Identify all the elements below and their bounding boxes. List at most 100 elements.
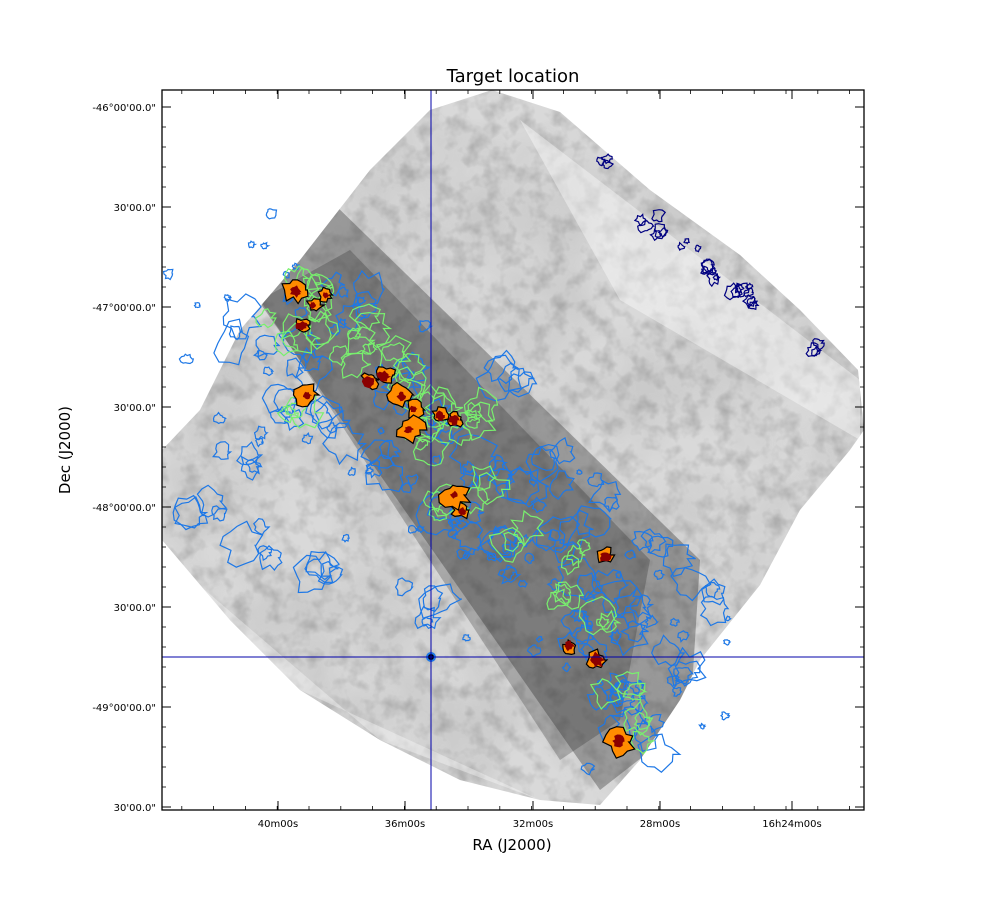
y-tick-label: -49°00'00.0" <box>92 703 156 714</box>
contour-low <box>360 439 395 469</box>
contour-mid <box>274 330 299 357</box>
contour-low <box>701 578 726 606</box>
contour-mid <box>622 683 648 701</box>
contour-low-speck <box>608 692 623 707</box>
x-tick-label: 32m00s <box>513 819 553 830</box>
contour-low <box>609 705 648 742</box>
contour-peak <box>295 321 308 330</box>
contour-edge <box>712 273 721 281</box>
contour-low-speck <box>580 762 596 776</box>
contour-low-speck <box>596 678 604 687</box>
contour-low <box>320 271 346 297</box>
contour-low-speck <box>501 543 512 554</box>
contour-low <box>253 517 271 536</box>
contour-low <box>259 545 283 571</box>
contour-low-speck <box>524 552 535 564</box>
contour-low-speck <box>301 431 314 445</box>
y-axis: -46°00'00.0" 30'00.0" -47°00'00.0" 30'00.0"… <box>92 103 864 814</box>
contour-low-speck <box>547 529 562 542</box>
contour-edge <box>709 267 717 275</box>
contour-low <box>662 543 696 578</box>
contour-mid <box>576 539 591 554</box>
contour-low <box>448 433 499 479</box>
contour-low-speck <box>212 411 227 425</box>
contour-low-speck <box>535 635 544 643</box>
contour-low <box>286 357 306 379</box>
x-tick-label: 36m00s <box>385 819 425 830</box>
contour-edge <box>811 344 821 357</box>
contour-mid <box>354 311 393 349</box>
contour-peak <box>302 391 313 400</box>
contour-low <box>576 505 612 538</box>
contour-low-speck <box>493 525 501 534</box>
contour-mid <box>578 596 618 636</box>
contour-low <box>587 472 605 488</box>
contour-low-speck <box>486 552 497 562</box>
contour-mid <box>551 583 572 605</box>
x-tick-label: 28m00s <box>640 819 680 830</box>
contour-low-speck <box>193 301 201 309</box>
contour-low <box>211 505 228 522</box>
contour-low <box>459 468 480 488</box>
contour-low-speck <box>341 533 350 543</box>
contour-low-speck <box>338 286 349 298</box>
contour-low-speck <box>408 524 421 534</box>
contour-low <box>317 560 344 585</box>
contour-low-speck <box>468 547 476 555</box>
contour-low-speck <box>347 466 356 476</box>
contour-low-speck <box>356 296 367 305</box>
contour-mid <box>471 465 498 491</box>
contour-low <box>574 623 594 644</box>
contour-low <box>500 465 549 508</box>
contour-low-speck <box>142 333 155 345</box>
contour-low <box>350 291 378 319</box>
contour-low-speck <box>585 620 594 630</box>
contour-low-speck <box>260 241 271 250</box>
contour-low <box>422 585 444 613</box>
contour-low <box>378 439 402 460</box>
contour-peak <box>396 391 407 402</box>
y-axis-label: Dec (J2000) <box>56 406 74 494</box>
contour-peak <box>612 734 625 748</box>
contour-low-speck <box>291 262 301 271</box>
contour-low <box>322 422 368 466</box>
contour-mid <box>623 700 654 736</box>
contour-low-speck <box>672 686 683 697</box>
contour-low-speck <box>461 460 476 474</box>
y-tick-label: -47°00'00.0" <box>92 303 156 314</box>
contour-peak <box>458 507 467 516</box>
contour-peak <box>449 490 458 499</box>
contour-mid <box>555 581 585 610</box>
contour-mid <box>346 327 362 340</box>
contour-low <box>643 713 665 734</box>
contour-mid <box>428 507 447 522</box>
contour-edge <box>734 283 745 295</box>
contour-low-speck <box>282 270 290 279</box>
contour-mid <box>589 678 622 710</box>
contour-low-speck <box>462 551 470 561</box>
contour-low-speck <box>501 564 518 581</box>
contour-low-speck <box>669 617 681 627</box>
contour-low-speck <box>517 579 528 588</box>
contour-edge <box>677 241 686 251</box>
contour-low-speck <box>666 674 680 689</box>
contour-low <box>305 551 340 581</box>
contour-low <box>559 509 594 549</box>
contour-low <box>637 733 682 773</box>
contour-low <box>213 318 250 366</box>
contour-mid <box>595 616 611 628</box>
contour-low-speck <box>448 517 460 529</box>
contour-low <box>507 371 538 398</box>
contour-low-speck <box>253 425 269 440</box>
contour-mid <box>466 401 483 419</box>
contour-low-speck <box>677 630 690 643</box>
contour-low-speck <box>725 615 732 622</box>
contour-low-speck <box>326 422 338 434</box>
contour-low <box>292 554 333 594</box>
contour-peak <box>564 640 576 652</box>
target-crosshair <box>162 90 864 810</box>
contour-mid <box>633 711 651 731</box>
contour-low <box>673 666 695 685</box>
contour-low-speck <box>252 349 268 361</box>
contour-mid <box>488 526 526 563</box>
